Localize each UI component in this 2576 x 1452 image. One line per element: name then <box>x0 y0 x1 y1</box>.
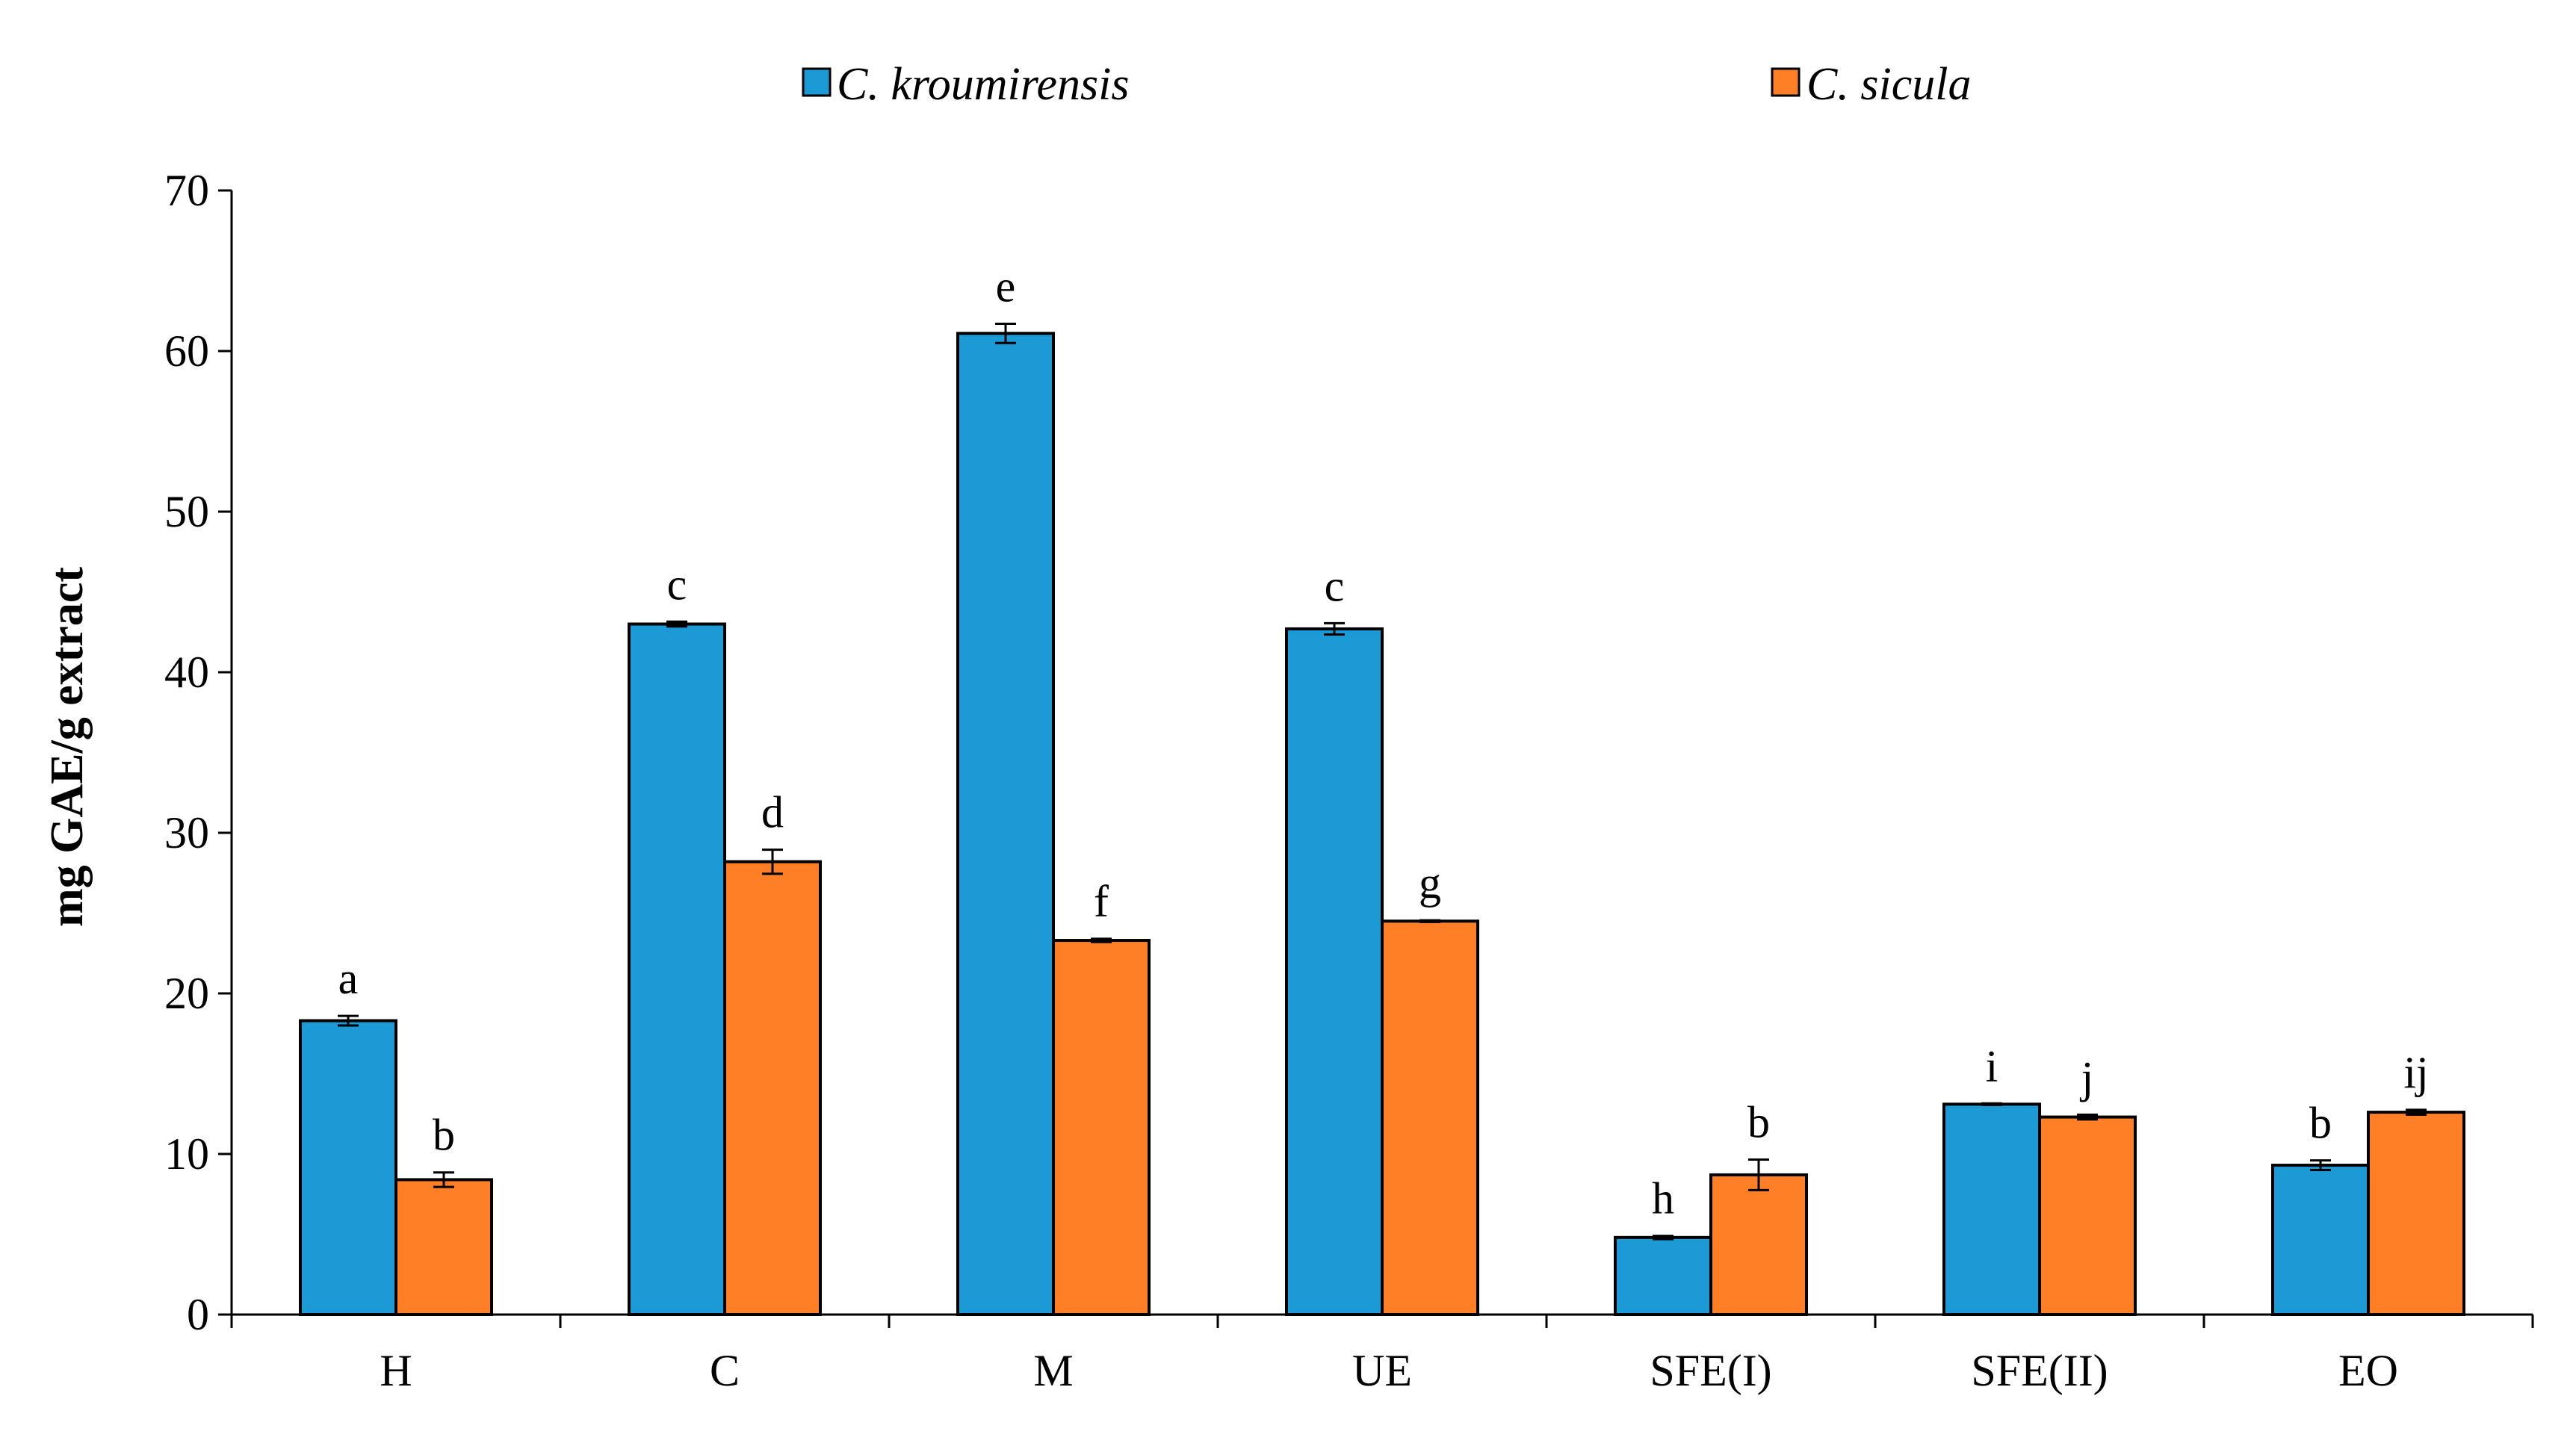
bar-SFE(I)-series-1 <box>1709 1173 1808 1316</box>
legend-swatch-c-kroumirensis <box>802 67 832 97</box>
y-tick-label-40: 40 <box>164 648 209 697</box>
y-axis-label: mg GAE/g extract <box>42 567 93 927</box>
y-tick-label-0: 0 <box>187 1290 209 1339</box>
significance-label-H-series-0: a <box>338 954 359 1003</box>
significance-label-M-series-0: e <box>996 261 1016 311</box>
bar-SFE(II)-series-1 <box>2038 1115 2137 1317</box>
bar-UE-series-0 <box>1285 627 1384 1316</box>
legend-label-c-kroumirensis: C. kroumirensis <box>837 59 1130 110</box>
bar-M-series-1 <box>1052 939 1151 1317</box>
x-tick-label-C: C <box>710 1346 740 1395</box>
significance-label-SFE(I)-series-0: h <box>1652 1174 1674 1223</box>
bar-SFE(II)-series-0 <box>1942 1102 2041 1316</box>
x-tick-label-EO: EO <box>2338 1346 2398 1395</box>
y-tick-label-50: 50 <box>164 487 209 536</box>
significance-label-EO-series-1: ij <box>2403 1048 2428 1097</box>
significance-label-C-series-1: d <box>761 788 784 837</box>
significance-label-H-series-1: b <box>433 1111 455 1160</box>
significance-label-SFE(II)-series-0: i <box>1986 1041 1998 1090</box>
bar-C-series-1 <box>723 860 822 1316</box>
legend: C. kroumirensis C. sicula <box>802 59 1971 110</box>
x-tick-label-SFE(II): SFE(II) <box>1971 1346 2108 1395</box>
y-tick-label-30: 30 <box>164 808 209 857</box>
bar-M-series-0 <box>956 332 1055 1317</box>
significance-label-UE-series-1: g <box>1419 858 1441 908</box>
y-tick-label-10: 10 <box>164 1129 209 1179</box>
bar-H-series-0 <box>299 1019 397 1317</box>
bar-EO-series-1 <box>2367 1111 2465 1316</box>
x-tick-label-UE: UE <box>1352 1346 1412 1395</box>
bar-UE-series-1 <box>1381 919 1479 1316</box>
bar-C-series-0 <box>628 622 726 1316</box>
significance-label-SFE(I)-series-1: b <box>1747 1098 1770 1147</box>
significance-label-EO-series-0: b <box>2309 1099 2332 1148</box>
y-tick-label-20: 20 <box>164 969 209 1018</box>
y-tick-label-70: 70 <box>164 166 209 215</box>
significance-label-UE-series-0: c <box>1325 561 1345 610</box>
bar-SFE(I)-series-0 <box>1614 1235 1712 1317</box>
y-tick-label-60: 60 <box>164 326 209 376</box>
significance-label-C-series-0: c <box>667 559 687 609</box>
bar-H-series-1 <box>394 1178 493 1317</box>
significance-label-SFE(II)-series-1: j <box>2080 1052 2094 1102</box>
bar-EO-series-0 <box>2271 1164 2370 1317</box>
x-tick-label-H: H <box>380 1346 412 1395</box>
legend-label-c-sicula: C. sicula <box>1806 59 1971 110</box>
x-tick-label-SFE(I): SFE(I) <box>1650 1346 1771 1395</box>
legend-swatch-c-sicula <box>1771 67 1801 97</box>
significance-label-M-series-1: f <box>1094 877 1109 926</box>
x-tick-label-M: M <box>1033 1346 1073 1395</box>
